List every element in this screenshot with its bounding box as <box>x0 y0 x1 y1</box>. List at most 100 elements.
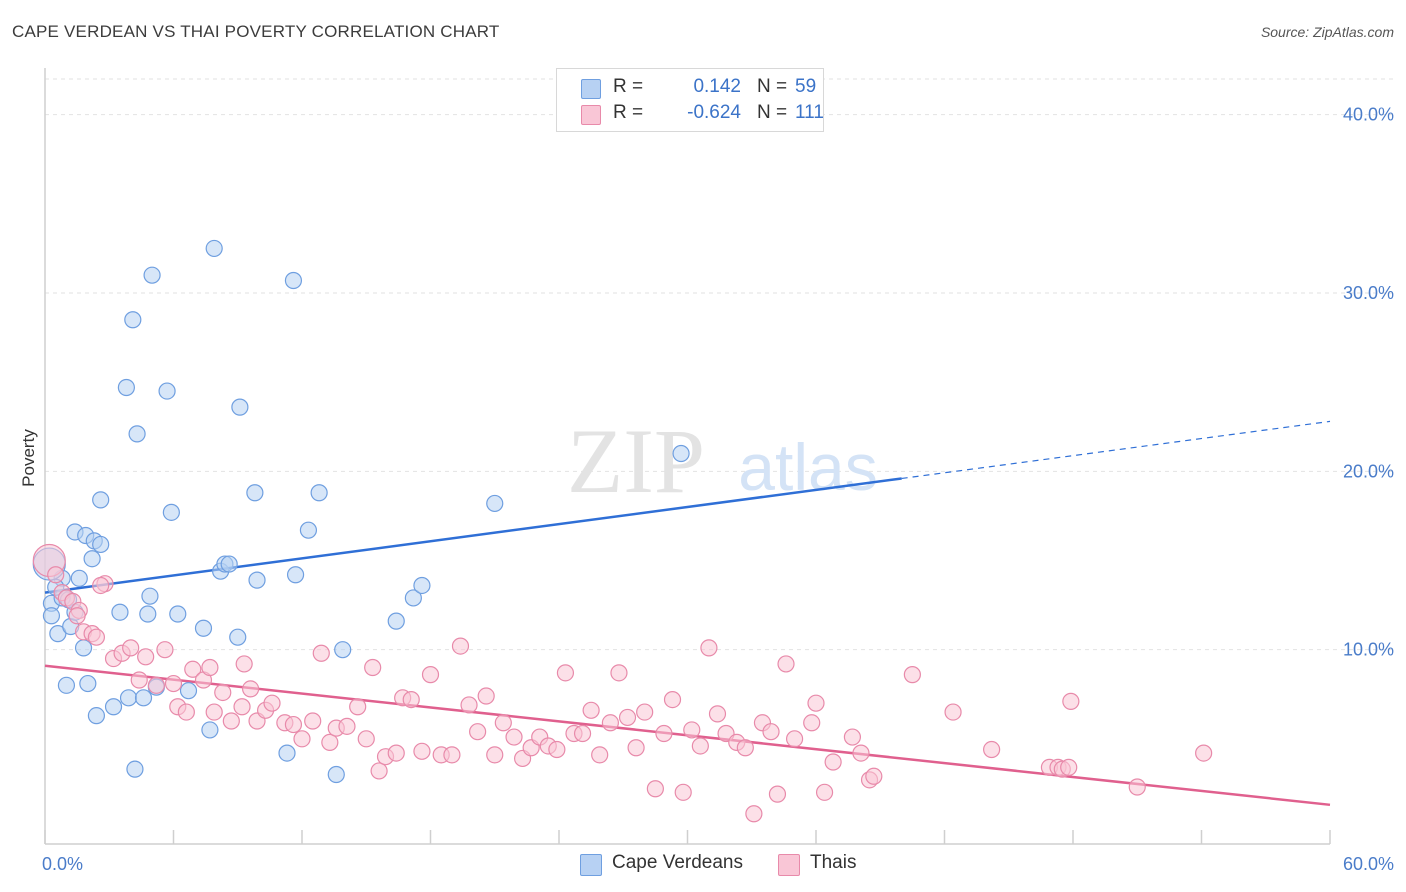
legend-swatch-cape-verdeans <box>581 79 601 99</box>
point-thais <box>68 607 86 625</box>
point-thais <box>312 644 330 662</box>
point-thais <box>370 762 388 780</box>
point-cape-verdeans <box>278 744 296 762</box>
point-cape-verdeans <box>79 674 97 693</box>
point-thais <box>147 676 165 694</box>
point-cape-verdeans <box>486 494 504 513</box>
legend-r-value: -0.624 <box>687 102 741 123</box>
point-thais <box>591 746 609 764</box>
point-thais <box>610 664 628 682</box>
point-cape-verdeans <box>672 444 690 463</box>
point-thais <box>768 785 787 803</box>
y-tick-label: 20.0% <box>1343 461 1394 481</box>
axes <box>44 68 1331 845</box>
point-cape-verdeans <box>49 625 67 643</box>
trend-line-cape-verdeans-extension <box>901 420 1331 480</box>
point-cape-verdeans <box>169 605 187 623</box>
watermark-atlas: atlas <box>738 430 877 504</box>
point-thais <box>349 698 367 716</box>
point-thais <box>803 714 821 732</box>
point-thais <box>402 690 420 709</box>
point-thais <box>137 648 155 666</box>
bottom-legend-swatch-cape-verdeans <box>580 854 602 876</box>
correlation-legend: R = 0.142 N = 59 R = -0.624 N = 111 <box>556 68 824 132</box>
data-points <box>32 239 1213 823</box>
point-thais <box>451 637 470 655</box>
point-thais <box>92 576 110 595</box>
tick-labels: 10.0% 20.0% 30.0% 40.0% 0.0% 60.0% <box>42 105 1394 874</box>
point-thais <box>293 730 311 748</box>
bottom-legend-label: Cape Verdeans <box>612 852 743 873</box>
point-thais <box>601 714 620 732</box>
point-thais <box>235 655 253 673</box>
point-thais <box>646 780 664 798</box>
point-thais <box>663 690 682 709</box>
point-thais <box>505 728 523 746</box>
point-thais <box>548 740 566 759</box>
point-thais <box>304 712 322 730</box>
point-thais <box>762 723 780 741</box>
chart-title: CAPE VERDEAN VS THAI POVERTY CORRELATION… <box>12 22 500 41</box>
point-cape-verdeans <box>246 484 264 502</box>
gridlines <box>45 78 1394 651</box>
point-thais <box>494 714 512 732</box>
point-cape-verdeans <box>124 311 142 329</box>
point-thais <box>47 566 65 584</box>
point-cape-verdeans <box>231 398 249 416</box>
point-thais <box>618 708 637 727</box>
point-thais <box>205 703 223 721</box>
point-thais <box>364 658 382 677</box>
point-cape-verdeans <box>126 760 144 778</box>
point-thais <box>903 666 921 684</box>
legend-n-label: N = <box>757 102 788 123</box>
y-tick-label: 10.0% <box>1343 640 1394 660</box>
point-thais <box>263 694 281 712</box>
point-thais <box>184 660 202 678</box>
legend-n-label: N = <box>757 76 788 97</box>
point-thais <box>785 730 804 748</box>
point-thais <box>338 717 356 735</box>
point-thais <box>843 728 862 746</box>
series-thais <box>32 543 1213 823</box>
legend-n-value: 111 <box>795 102 824 123</box>
legend-r-label: R = <box>613 102 644 123</box>
point-thais <box>177 703 195 721</box>
point-cape-verdeans <box>162 503 180 521</box>
point-thais <box>1195 744 1213 762</box>
y-tick-label: 40.0% <box>1343 105 1394 125</box>
point-thais <box>865 767 883 785</box>
point-cape-verdeans <box>134 689 153 707</box>
point-thais <box>284 715 303 734</box>
point-thais <box>824 753 842 771</box>
point-thais <box>700 639 718 657</box>
point-thais <box>556 664 575 682</box>
point-thais <box>1128 778 1146 796</box>
point-cape-verdeans <box>229 628 247 646</box>
point-cape-verdeans <box>327 765 345 784</box>
source-label: Source: ZipAtlas.com <box>1260 24 1394 40</box>
point-cape-verdeans <box>139 605 157 623</box>
point-cape-verdeans <box>158 382 176 400</box>
point-cape-verdeans <box>413 576 431 595</box>
point-cape-verdeans <box>141 587 159 605</box>
point-thais <box>443 746 461 764</box>
point-cape-verdeans <box>310 484 328 502</box>
point-thais <box>321 733 339 752</box>
point-thais <box>421 666 440 684</box>
point-cape-verdeans <box>111 603 129 621</box>
point-thais <box>156 641 174 659</box>
point-thais <box>122 639 140 657</box>
point-cape-verdeans <box>104 698 123 716</box>
legend-r-label: R = <box>613 76 644 97</box>
point-cape-verdeans <box>248 571 266 589</box>
point-cape-verdeans <box>387 612 405 630</box>
x-tick-label: 0.0% <box>42 854 83 874</box>
point-thais <box>130 671 148 689</box>
point-thais <box>674 783 692 801</box>
point-cape-verdeans <box>404 589 422 607</box>
bottom-legend-label: Thais <box>810 852 857 873</box>
point-cape-verdeans <box>74 639 93 657</box>
legend-swatch-thais <box>581 105 601 125</box>
point-thais <box>573 724 592 743</box>
